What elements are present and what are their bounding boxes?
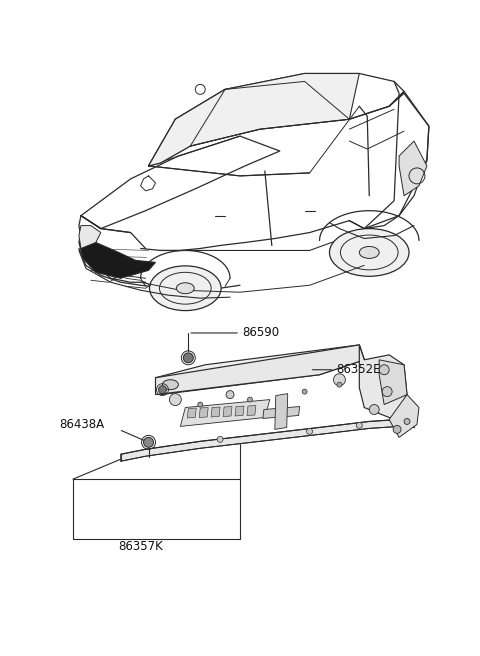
Polygon shape [223, 407, 232, 417]
Circle shape [144, 438, 154, 447]
Text: 86438A: 86438A [59, 418, 104, 431]
Circle shape [248, 397, 252, 402]
Polygon shape [120, 419, 414, 461]
Polygon shape [263, 407, 300, 419]
Circle shape [226, 390, 234, 399]
Polygon shape [389, 395, 419, 438]
Circle shape [217, 436, 223, 442]
Circle shape [382, 386, 392, 397]
Circle shape [404, 419, 410, 424]
Circle shape [307, 428, 312, 434]
Circle shape [356, 422, 362, 428]
Circle shape [337, 382, 342, 387]
Circle shape [369, 405, 379, 415]
Text: 86357K: 86357K [119, 541, 164, 553]
Ellipse shape [329, 228, 409, 276]
Circle shape [379, 365, 389, 375]
Polygon shape [156, 345, 364, 395]
Circle shape [334, 374, 346, 386]
Text: 86352E: 86352E [336, 363, 381, 377]
Polygon shape [275, 394, 288, 430]
Circle shape [183, 353, 193, 363]
Circle shape [393, 426, 401, 434]
Polygon shape [211, 407, 220, 417]
Circle shape [198, 402, 203, 407]
Circle shape [302, 389, 307, 394]
Ellipse shape [162, 380, 179, 390]
Polygon shape [399, 141, 427, 195]
Polygon shape [156, 345, 364, 395]
Ellipse shape [360, 247, 379, 258]
Polygon shape [79, 228, 156, 278]
Ellipse shape [176, 283, 194, 294]
Polygon shape [247, 405, 256, 415]
Polygon shape [148, 73, 360, 166]
Circle shape [158, 386, 167, 394]
Polygon shape [360, 345, 407, 419]
Polygon shape [379, 359, 407, 405]
Circle shape [169, 394, 181, 405]
Polygon shape [187, 408, 196, 418]
Polygon shape [180, 400, 270, 426]
Polygon shape [235, 406, 244, 416]
Polygon shape [79, 226, 101, 249]
Polygon shape [199, 407, 208, 417]
Text: 86590: 86590 [242, 327, 279, 339]
Ellipse shape [150, 266, 221, 310]
